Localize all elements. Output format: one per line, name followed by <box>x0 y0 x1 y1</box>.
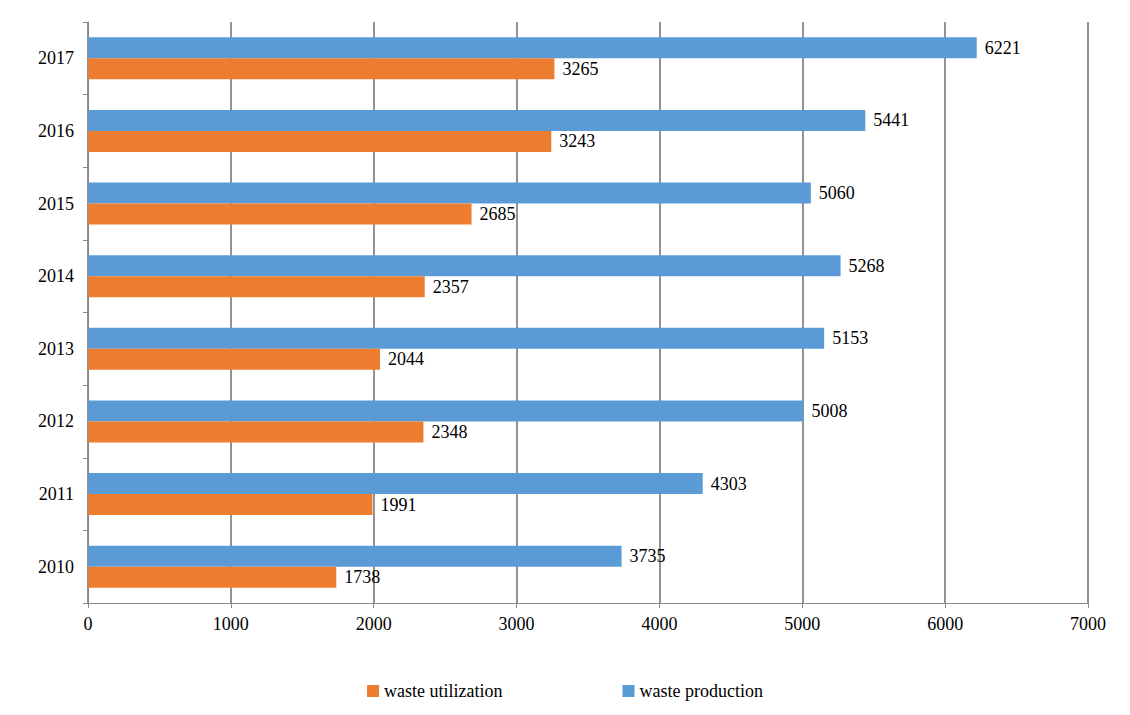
svg-text:5153: 5153 <box>832 328 868 348</box>
svg-text:5000: 5000 <box>784 614 820 634</box>
svg-text:2015: 2015 <box>38 194 74 214</box>
svg-text:2044: 2044 <box>388 349 424 369</box>
svg-text:2348: 2348 <box>431 422 467 442</box>
svg-text:5268: 5268 <box>849 256 885 276</box>
svg-text:5008: 5008 <box>811 401 847 421</box>
svg-text:2017: 2017 <box>38 48 74 68</box>
svg-text:1000: 1000 <box>213 614 249 634</box>
svg-text:1738: 1738 <box>344 567 380 587</box>
svg-text:0: 0 <box>84 614 93 634</box>
svg-text:4000: 4000 <box>641 614 677 634</box>
svg-text:waste production: waste production <box>639 681 762 701</box>
svg-text:2016: 2016 <box>38 121 74 141</box>
svg-text:3735: 3735 <box>630 546 666 566</box>
svg-text:3000: 3000 <box>499 614 535 634</box>
svg-text:2011: 2011 <box>39 484 74 504</box>
svg-text:4303: 4303 <box>711 474 747 494</box>
svg-text:7000: 7000 <box>1070 614 1106 634</box>
svg-text:2014: 2014 <box>38 266 74 286</box>
svg-text:2357: 2357 <box>433 277 469 297</box>
svg-text:2010: 2010 <box>38 557 74 577</box>
svg-text:3265: 3265 <box>562 59 598 79</box>
svg-text:1991: 1991 <box>380 495 416 515</box>
svg-text:3243: 3243 <box>559 131 595 151</box>
svg-text:2000: 2000 <box>356 614 392 634</box>
svg-text:2685: 2685 <box>480 204 516 224</box>
svg-text:6221: 6221 <box>985 38 1021 58</box>
svg-text:2012: 2012 <box>38 411 74 431</box>
svg-text:2013: 2013 <box>38 339 74 359</box>
svg-text:5060: 5060 <box>819 183 855 203</box>
svg-text:5441: 5441 <box>873 110 909 130</box>
svg-text:waste utilization: waste utilization <box>384 681 502 701</box>
svg-text:6000: 6000 <box>927 614 963 634</box>
